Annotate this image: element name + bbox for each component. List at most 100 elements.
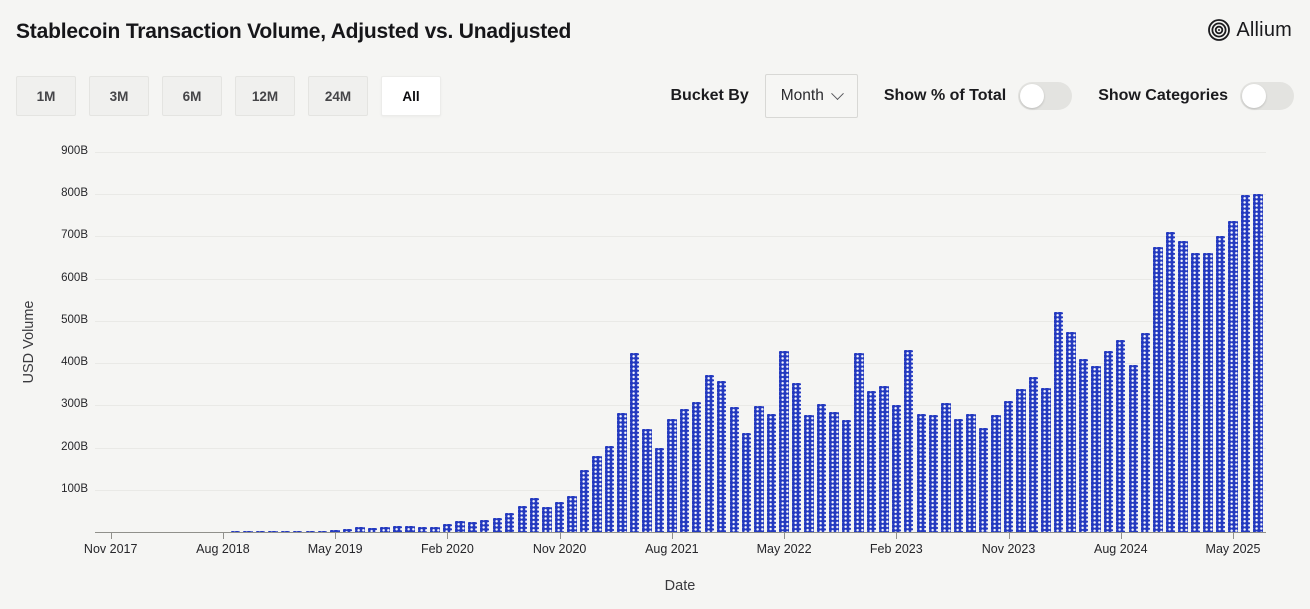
x-axis-tick-label: Feb 2023 xyxy=(869,542,923,556)
bar[interactable] xyxy=(567,496,577,532)
bar[interactable] xyxy=(542,506,552,532)
x-axis-tick xyxy=(559,533,561,539)
bar[interactable] xyxy=(854,352,864,532)
bar[interactable] xyxy=(467,522,478,532)
bar[interactable] xyxy=(904,350,914,532)
bar[interactable] xyxy=(1228,220,1238,532)
bar[interactable] xyxy=(929,415,939,532)
bar[interactable] xyxy=(667,419,677,532)
bar[interactable] xyxy=(1215,236,1226,532)
bar[interactable] xyxy=(1078,358,1089,532)
bar[interactable] xyxy=(679,409,689,532)
bar[interactable] xyxy=(592,455,602,532)
x-axis-tick-label: Aug 2018 xyxy=(196,542,250,556)
bar[interactable] xyxy=(1028,377,1039,532)
bar[interactable] xyxy=(293,531,303,532)
bar[interactable] xyxy=(642,428,652,532)
bar[interactable] xyxy=(255,531,266,532)
bar[interactable] xyxy=(280,531,290,532)
bar[interactable] xyxy=(480,519,490,532)
bar[interactable] xyxy=(941,402,951,532)
range-all-button[interactable]: All xyxy=(381,76,441,116)
bar[interactable] xyxy=(230,531,241,532)
bucket-by-dropdown[interactable]: Month xyxy=(764,74,858,118)
bar[interactable] xyxy=(1041,388,1051,532)
bar[interactable] xyxy=(455,521,465,532)
bar[interactable] xyxy=(704,374,714,532)
bar[interactable] xyxy=(1066,331,1076,532)
bar[interactable] xyxy=(1103,350,1113,532)
show-percent-toggle[interactable] xyxy=(1018,82,1073,110)
gridline xyxy=(95,320,1266,322)
bar[interactable] xyxy=(816,404,827,532)
bar[interactable] xyxy=(505,513,515,532)
bar[interactable] xyxy=(517,506,527,532)
bucket-by-value: Month xyxy=(780,87,824,104)
bar[interactable] xyxy=(554,501,565,532)
bar[interactable] xyxy=(1165,232,1176,532)
bar[interactable] xyxy=(1128,364,1138,532)
bar[interactable] xyxy=(866,390,877,532)
bar[interactable] xyxy=(1053,311,1064,532)
bar[interactable] xyxy=(1003,400,1014,532)
bucket-by-group: Bucket By Month xyxy=(670,74,858,118)
bar[interactable] xyxy=(492,517,502,532)
bar[interactable] xyxy=(1240,195,1251,532)
bar[interactable] xyxy=(991,415,1001,532)
bar[interactable] xyxy=(629,352,640,532)
bar[interactable] xyxy=(953,419,964,532)
bar[interactable] xyxy=(442,524,453,532)
bar[interactable] xyxy=(879,385,889,532)
bar[interactable] xyxy=(268,531,278,532)
bar[interactable] xyxy=(604,445,615,532)
gridline xyxy=(95,278,1266,280)
bar[interactable] xyxy=(1116,339,1126,532)
bar[interactable] xyxy=(243,531,253,532)
bar[interactable] xyxy=(405,526,415,532)
x-axis-tick xyxy=(110,533,112,539)
bar[interactable] xyxy=(829,412,839,532)
bar[interactable] xyxy=(380,526,390,532)
bar[interactable] xyxy=(804,415,814,532)
bar[interactable] xyxy=(317,530,328,532)
bar[interactable] xyxy=(417,526,428,532)
show-categories-toggle[interactable] xyxy=(1240,82,1294,110)
bar[interactable] xyxy=(966,414,976,532)
bar[interactable] xyxy=(779,350,789,532)
bar[interactable] xyxy=(305,531,315,532)
bar[interactable] xyxy=(1203,253,1213,532)
range-1m-button[interactable]: 1M xyxy=(16,76,76,116)
bar[interactable] xyxy=(841,420,852,532)
bar[interactable] xyxy=(891,404,901,532)
bar[interactable] xyxy=(367,528,378,532)
bar[interactable] xyxy=(529,498,540,532)
bar[interactable] xyxy=(392,526,403,532)
bar[interactable] xyxy=(355,527,365,532)
bar[interactable] xyxy=(654,448,665,532)
bar[interactable] xyxy=(1091,366,1101,532)
bar[interactable] xyxy=(617,413,627,532)
bar[interactable] xyxy=(916,414,926,532)
bar[interactable] xyxy=(729,407,739,532)
range-6m-button[interactable]: 6M xyxy=(162,76,222,116)
bar[interactable] xyxy=(692,401,702,532)
bar[interactable] xyxy=(766,414,777,532)
bar[interactable] xyxy=(1141,332,1151,532)
bar[interactable] xyxy=(579,469,590,532)
bar[interactable] xyxy=(978,427,989,532)
bar[interactable] xyxy=(1016,389,1026,532)
bar[interactable] xyxy=(1178,240,1188,532)
bar[interactable] xyxy=(1153,247,1163,532)
bar[interactable] xyxy=(717,380,727,532)
bar[interactable] xyxy=(1190,253,1201,532)
range-3m-button[interactable]: 3M xyxy=(89,76,149,116)
bar[interactable] xyxy=(342,529,353,532)
range-24m-button[interactable]: 24M xyxy=(308,76,368,116)
bar[interactable] xyxy=(430,526,440,532)
bar[interactable] xyxy=(330,530,340,532)
bar[interactable] xyxy=(741,433,752,532)
range-12m-button[interactable]: 12M xyxy=(235,76,295,116)
bar[interactable] xyxy=(1253,194,1263,532)
bar[interactable] xyxy=(754,406,764,532)
bar[interactable] xyxy=(791,383,802,532)
